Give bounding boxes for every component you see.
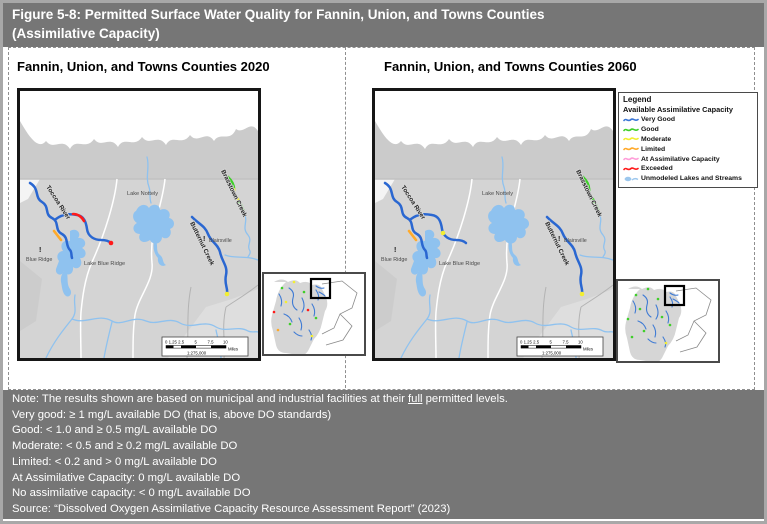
map-2060: ! Blue Ridge! Blairsville Lake Nottely Lake … [372, 88, 616, 361]
map-2060-svg: ! Blue Ridge! Blairsville Lake Nottely Lake … [375, 91, 613, 358]
butternut-end-point [224, 291, 230, 297]
figure-title-line1: Figure 5-8: Permitted Surface Water Qual… [12, 7, 545, 22]
note-underlined-word: full [408, 393, 423, 405]
note-text: Note: The results shown are based on mun… [12, 393, 409, 405]
lake-swatch-icon [623, 175, 641, 183]
inset-2020-svg [264, 274, 364, 354]
svg-text:1:275,000: 1:275,000 [542, 351, 562, 356]
legend-item: Exceeded [623, 164, 754, 174]
legend: Legend Available Assimilative Capacity V… [618, 92, 758, 188]
note-line: Moderate: < 0.5 and ≥ 0.2 mg/L available… [12, 440, 238, 453]
svg-text:7.5: 7.5 [563, 340, 570, 345]
map-2020: ! Blue Ridge! Blairsville Lake Nottely Lake … [17, 88, 261, 361]
svg-text:!: ! [203, 236, 205, 243]
svg-text:10: 10 [578, 340, 583, 345]
panels-dashed-frame [8, 47, 755, 390]
note-line: Very good: ≥ 1 mg/L available DO (that i… [12, 408, 332, 421]
line-swatch-icon [623, 145, 641, 153]
legend-item-label: Very Good [641, 116, 675, 124]
svg-text:Blairsville: Blairsville [564, 238, 587, 244]
legend-item-label: Exceeded [641, 165, 673, 173]
line-swatch-icon [623, 116, 641, 124]
note-line: Source: “Dissolved Oxygen Assimilative C… [12, 502, 451, 515]
legend-item: At Assimilative Capacity [623, 154, 754, 164]
note-line: Good: < 1.0 and ≥ 0.5 mg/L available DO [12, 424, 218, 437]
brasstown-lower [237, 199, 246, 215]
butternut-end-point [579, 291, 585, 297]
legend-subtitle: Available Assimilative Capacity [623, 105, 733, 114]
legend-title: Legend [623, 95, 652, 104]
svg-text:Miles: Miles [583, 347, 593, 352]
svg-text:7.5: 7.5 [208, 340, 215, 345]
panel-title-2020: Fannin, Union, and Towns Counties 2020 [17, 59, 270, 74]
svg-text:Lake Blue Ridge: Lake Blue Ridge [84, 261, 125, 267]
legend-item: Good [623, 125, 754, 135]
svg-text:!: ! [558, 236, 560, 243]
study-area-extent-box [663, 284, 686, 307]
svg-text:!: ! [394, 247, 396, 254]
panel-divider [345, 47, 346, 388]
study-area-extent-box [309, 277, 332, 300]
toccoa-side-segment [52, 229, 63, 242]
note-text: permitted levels. [422, 393, 508, 405]
figure-title-bar: Figure 5-8: Permitted Surface Water Qual… [3, 3, 764, 47]
legend-item-label: Moderate [641, 135, 672, 143]
inset-2060-svg [618, 281, 718, 361]
note-line: No assimilative capacity: < 0 mg/L avail… [12, 487, 251, 500]
note-line: Limited: < 0.2 and > 0 mg/L available DO [12, 455, 217, 468]
toccoa-branch-point [440, 230, 446, 236]
legend-item-label: At Assimilative Capacity [641, 155, 720, 163]
svg-text:Blue Ridge: Blue Ridge [26, 257, 52, 263]
legend-item-label: Good [641, 126, 659, 134]
svg-text:Lake Nottely: Lake Nottely [127, 191, 158, 197]
svg-text:0 1.25 2.5: 0 1.25 2.5 [165, 340, 185, 345]
toccoa-branch-end-point [108, 240, 114, 246]
panel-title-2060: Fannin, Union, and Towns Counties 2060 [384, 59, 637, 74]
legend-items: Very Good Good Moderate Limited At Assimilat… [623, 115, 754, 184]
svg-text:Miles: Miles [228, 347, 238, 352]
inset-locator-map-2060 [616, 279, 720, 363]
note-line: At Assimilative Capacity: 0 mg/L availab… [12, 471, 241, 484]
figure-title-line2: (Assimilative Capacity) [12, 25, 160, 41]
legend-item-label: Limited [641, 145, 666, 153]
brasstown-lower [592, 199, 601, 215]
svg-text:0 1.25 2.5: 0 1.25 2.5 [520, 340, 540, 345]
legend-item: Moderate [623, 135, 754, 145]
note-line: Note: The results shown are based on mun… [12, 392, 764, 408]
svg-text:!: ! [39, 247, 41, 254]
svg-text:10: 10 [223, 340, 228, 345]
svg-text:Lake Blue Ridge: Lake Blue Ridge [439, 261, 480, 267]
legend-item-label: Unmodeled Lakes and Streams [641, 175, 742, 183]
svg-text:5: 5 [195, 340, 198, 345]
toccoa-side-segment [407, 229, 418, 242]
note-lines: Very good: ≥ 1 mg/L available DO (that i… [12, 408, 764, 518]
svg-text:1:275,000: 1:275,000 [187, 351, 207, 356]
svg-text:Blairsville: Blairsville [209, 238, 232, 244]
line-swatch-icon [623, 165, 641, 173]
line-swatch-icon [623, 126, 641, 134]
line-swatch-icon [623, 155, 641, 163]
notes-area: Note: The results shown are based on mun… [3, 390, 764, 519]
legend-item: Unmodeled Lakes and Streams [623, 174, 754, 184]
svg-text:5: 5 [550, 340, 553, 345]
line-swatch-icon [623, 135, 641, 143]
svg-text:Blue Ridge: Blue Ridge [381, 257, 407, 263]
inset-locator-map-2020 [262, 272, 366, 356]
svg-text:Lake Nottely: Lake Nottely [482, 191, 513, 197]
legend-item: Very Good [623, 115, 754, 125]
legend-item: Limited [623, 144, 754, 154]
map-2020-svg: ! Blue Ridge! Blairsville Lake Nottely Lake … [20, 91, 258, 358]
toccoa-branch-mid [71, 212, 86, 223]
